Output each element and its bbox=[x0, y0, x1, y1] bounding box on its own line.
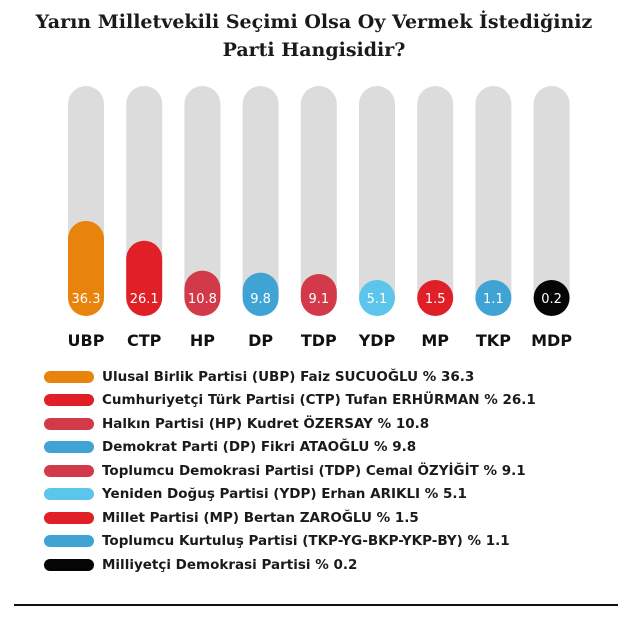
legend-item: Ulusal Birlik Partisi (UBP) Faiz SUCUOĞL… bbox=[44, 365, 536, 389]
chart-title: Yarın Milletvekili Seçimi Olsa Oy Vermek… bbox=[0, 8, 628, 64]
legend-label: Cumhuriyetçi Türk Partisi (CTP) Tufan ER… bbox=[102, 392, 536, 409]
bar-track bbox=[475, 86, 512, 315]
legend-label: Halkın Partisi (HP) Kudret ÖZERSAY % 10.… bbox=[102, 415, 430, 432]
bar-track bbox=[242, 86, 279, 315]
category-label: YDP bbox=[358, 331, 396, 350]
legend-swatch bbox=[44, 417, 94, 430]
category-label: CTP bbox=[127, 331, 162, 350]
bar-track bbox=[533, 86, 570, 315]
legend-label: Toplumcu Kurtuluş Partisi (TKP-YG-BKP-YK… bbox=[102, 533, 510, 550]
legend-item: Cumhuriyetçi Türk Partisi (CTP) Tufan ER… bbox=[44, 389, 536, 413]
category-label: HP bbox=[190, 331, 215, 350]
data-label: 9.8 bbox=[250, 292, 271, 307]
legend-label: Yeniden Doğuş Partisi (YDP) Erhan ARIKLI… bbox=[102, 486, 467, 503]
bar-ydp bbox=[359, 280, 395, 316]
chart-title-line-2: Parti Hangisidir? bbox=[222, 39, 406, 61]
data-label: 5.1 bbox=[367, 292, 388, 307]
legend-label: Milliyetçi Demokrasi Partisi % 0.2 bbox=[102, 556, 358, 573]
legend-label: Ulusal Birlik Partisi (UBP) Faiz SUCUOĞL… bbox=[102, 368, 475, 385]
category-label: TDP bbox=[301, 331, 337, 350]
category-label: UBP bbox=[68, 331, 105, 350]
legend-label: Millet Partisi (MP) Bertan ZAROĞLU % 1.5 bbox=[102, 509, 419, 526]
bar-ctp bbox=[126, 240, 163, 316]
legend-item: Milliyetçi Demokrasi Partisi % 0.2 bbox=[44, 553, 536, 577]
bar-track bbox=[300, 86, 337, 315]
legend-swatch bbox=[44, 370, 94, 383]
bar-track bbox=[359, 86, 395, 315]
legend-swatch bbox=[44, 464, 94, 477]
legend-label: Demokrat Parti (DP) Fikri ATAOĞLU % 9.8 bbox=[102, 439, 417, 456]
legend-swatch bbox=[44, 535, 94, 548]
legend-item: Toplumcu Kurtuluş Partisi (TKP-YG-BKP-YK… bbox=[44, 530, 536, 554]
legend-swatch bbox=[44, 394, 94, 407]
chart-title-line-1: Yarın Milletvekili Seçimi Olsa Oy Vermek… bbox=[35, 11, 593, 33]
legend: Ulusal Birlik Partisi (UBP) Faiz SUCUOĞL… bbox=[44, 365, 536, 577]
legend-item: Toplumcu Demokrasi Partisi (TDP) Cemal Ö… bbox=[44, 459, 536, 483]
legend-item: Demokrat Parti (DP) Fikri ATAOĞLU % 9.8 bbox=[44, 436, 536, 460]
data-label: 26.1 bbox=[130, 292, 159, 307]
category-label: DP bbox=[248, 331, 273, 350]
legend-item: Millet Partisi (MP) Bertan ZAROĞLU % 1.5 bbox=[44, 506, 536, 530]
bar-mdp bbox=[533, 280, 570, 316]
legend-swatch bbox=[44, 558, 94, 571]
legend-swatch bbox=[44, 441, 94, 454]
category-label: TKP bbox=[476, 331, 511, 350]
legend-item: Yeniden Doğuş Partisi (YDP) Erhan ARIKLI… bbox=[44, 483, 536, 507]
data-label: 0.2 bbox=[541, 292, 562, 307]
bar-hp bbox=[184, 270, 221, 316]
bar-tdp bbox=[300, 273, 337, 316]
data-label: 10.8 bbox=[188, 292, 217, 307]
data-label: 1.5 bbox=[425, 292, 446, 307]
category-label: MDP bbox=[531, 331, 572, 350]
bottom-divider bbox=[14, 604, 618, 606]
bar-chart: 36.3 UBP 26.1 CTP 10.8 HP 9.8 DP 9.1 TDP 5.1 YDP 1.5… bbox=[68, 86, 572, 350]
legend-item: Halkın Partisi (HP) Kudret ÖZERSAY % 10.… bbox=[44, 412, 536, 436]
legend-swatch bbox=[44, 488, 94, 501]
bar-dp bbox=[242, 272, 279, 316]
bar-track bbox=[417, 86, 454, 315]
bar-tkp bbox=[475, 280, 512, 316]
data-label: 36.3 bbox=[72, 292, 101, 307]
legend-swatch bbox=[44, 511, 94, 524]
bar-mp bbox=[417, 280, 454, 316]
data-label: 1.1 bbox=[483, 292, 504, 307]
category-label: MP bbox=[421, 331, 449, 350]
bar-ubp bbox=[68, 220, 104, 316]
legend-label: Toplumcu Demokrasi Partisi (TDP) Cemal Ö… bbox=[102, 462, 526, 479]
data-label: 9.1 bbox=[308, 292, 329, 307]
bar-track bbox=[184, 86, 221, 315]
